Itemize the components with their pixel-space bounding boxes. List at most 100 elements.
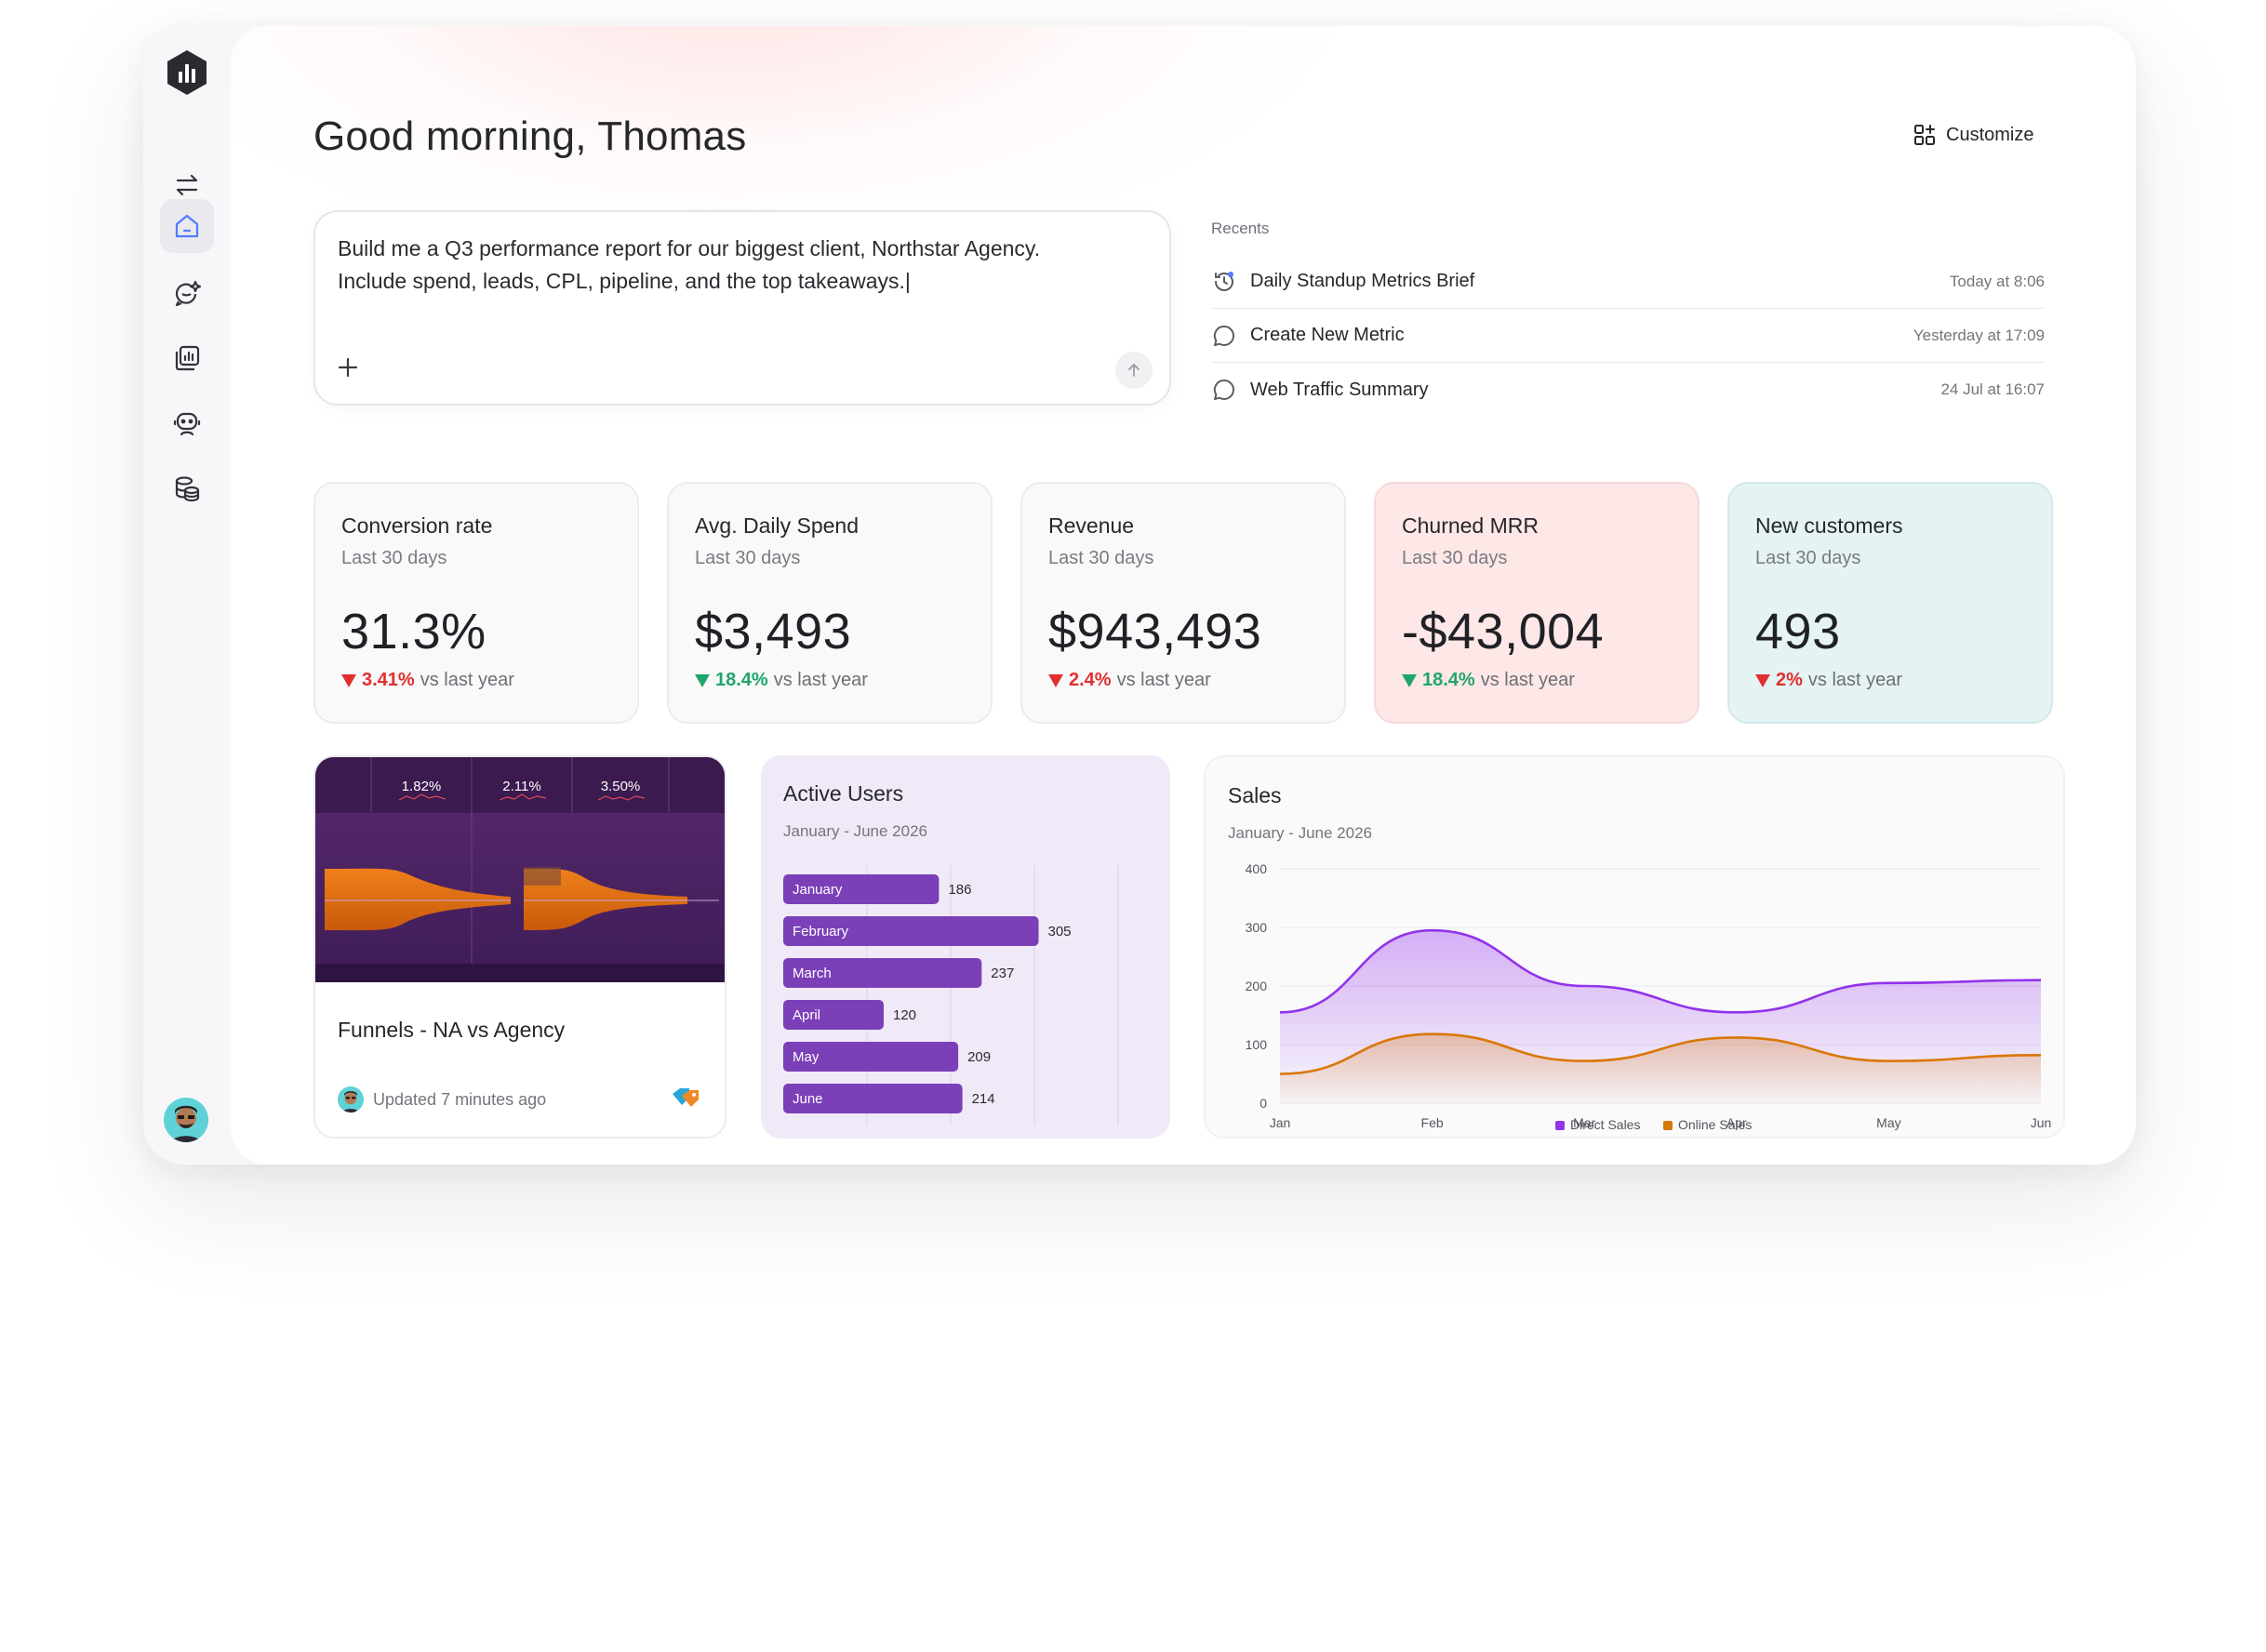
customize-label: Customize (1946, 124, 2034, 145)
bar-value-label: 209 (967, 1049, 991, 1065)
legend-swatch (1555, 1121, 1565, 1130)
trend-down-icon (695, 673, 710, 687)
chart-subtitle: January - June 2026 (1228, 824, 1372, 842)
thumb-stat: 3.50% (601, 779, 641, 794)
x-tick-label: Apr (1726, 1115, 1747, 1130)
history-icon (1215, 271, 1233, 291)
bar[interactable] (783, 916, 1039, 946)
main-content: Good morning, Thomas Customize Build me … (231, 26, 2136, 1165)
kpi-value: $3,493 (695, 604, 852, 659)
page-title: Good morning, Thomas (313, 113, 747, 159)
recents-title: Recents (1211, 220, 1270, 237)
sales-chart: 0 100 200 300 400 Jan Feb Mar Apr May Jun Direct Sa… (1246, 861, 2052, 1132)
chat-bubble-icon (1213, 325, 1234, 346)
kpi-period: Last 30 days (1755, 548, 1861, 568)
x-tick-label: Jun (2031, 1115, 2052, 1130)
tags-icon[interactable] (671, 1086, 702, 1111)
kpi-title: New customers (1755, 513, 1903, 538)
bar[interactable] (783, 1084, 963, 1113)
prompt-input[interactable]: Build me a Q3 performance report for our… (313, 210, 1171, 406)
bar-category-label: May (793, 1049, 820, 1065)
kpi-delta-value: 2% (1776, 670, 1803, 690)
x-tick-label: Mar (1573, 1115, 1595, 1130)
funnel-card[interactable]: 1.82% 2.11% 3.50% Funnels - NA vs Agency (313, 755, 726, 1139)
bot-icon[interactable] (160, 396, 214, 450)
widgets-add-icon (1914, 125, 1935, 145)
kpi-delta: 18.4% vs last year (695, 670, 965, 691)
y-tick-label: 0 (1260, 1096, 1267, 1111)
sales-card[interactable]: Sales January - June 2026 0 100 200 300 400 J… (1204, 755, 2065, 1139)
bar-category-label: April (793, 1007, 820, 1023)
kpi-value: 493 (1755, 604, 1841, 659)
dashboards-icon[interactable] (160, 331, 214, 385)
bar-value-label: 237 (991, 966, 1014, 981)
kpi-card-avg-daily-spend[interactable]: Avg. Daily Spend Last 30 days $3,493 18.… (667, 482, 993, 724)
bar-value-label: 120 (893, 1007, 916, 1023)
bar[interactable] (783, 958, 982, 988)
send-button[interactable] (1115, 352, 1153, 389)
recent-label: Web Traffic Summary (1250, 379, 1429, 400)
y-tick-label: 200 (1246, 979, 1268, 993)
recent-label: Create New Metric (1250, 325, 1405, 345)
kpi-delta-value: 2.4% (1069, 670, 1112, 690)
home-icon[interactable] (160, 199, 214, 253)
database-icon[interactable] (160, 461, 214, 515)
kpi-card-new-customers[interactable]: New customers Last 30 days 493 2% vs last… (1727, 482, 2053, 724)
arrow-up-icon (1128, 364, 1140, 377)
kpi-title: Avg. Daily Spend (695, 513, 860, 538)
trend-down-icon (1755, 673, 1770, 687)
chart-title: Active Users (783, 781, 904, 806)
kpi-title: Churned MRR (1402, 513, 1539, 538)
thumb-stat: 2.11% (502, 779, 540, 794)
y-tick-label: 300 (1246, 920, 1268, 935)
kpi-delta-suffix: vs last year (1480, 670, 1575, 690)
series-area (1280, 1033, 2041, 1103)
bar-category-label: January (793, 882, 843, 898)
active-users-chart: January 186 February 305 March 237 April 120 May… (783, 865, 1119, 1126)
logo-icon[interactable] (166, 48, 208, 97)
kpi-value: -$43,004 (1402, 604, 1605, 659)
x-tick-label: May (1876, 1115, 1900, 1130)
plus-icon (338, 357, 358, 378)
bar[interactable] (783, 1042, 959, 1072)
funnel-thumbnail: 1.82% 2.11% 3.50% (315, 757, 725, 982)
sidebar (143, 26, 231, 1165)
funnel-updated: Updated 7 minutes ago (338, 1086, 546, 1112)
user-avatar[interactable] (164, 1098, 208, 1142)
bar[interactable] (783, 874, 940, 904)
bar-value-label: 214 (972, 1091, 995, 1107)
recent-time: Yesterday at 17:09 (1913, 326, 2045, 344)
recent-time: Today at 8:06 (1949, 272, 2045, 290)
recent-time: 24 Jul at 16:07 (1940, 380, 2045, 398)
active-users-card[interactable]: Active Users January - June 2026 January… (761, 755, 1170, 1139)
trend-down-icon (341, 673, 356, 687)
kpi-card-revenue[interactable]: Revenue Last 30 days $943,493 2.4% vs las… (1020, 482, 1346, 724)
series-line[interactable] (1279, 928, 2042, 1014)
kpi-delta: 2.4% vs last year (1048, 670, 1318, 691)
updated-label: Updated 7 minutes ago (373, 1089, 547, 1109)
x-tick-label: Jan (1270, 1115, 1291, 1130)
x-tick-label: Feb (1421, 1115, 1444, 1130)
recents-panel: Recents Daily Standup Metrics Brief Toda… (1211, 220, 2045, 417)
recent-item[interactable]: Web Traffic Summary 24 Jul at 16:07 (1211, 363, 2045, 417)
bar-value-label: 305 (1048, 924, 1072, 939)
legend-swatch (1663, 1121, 1673, 1130)
kpi-value: $943,493 (1048, 604, 1262, 659)
kpi-delta-suffix: vs last year (1807, 670, 1903, 690)
legend-label: Direct Sales (1570, 1117, 1640, 1132)
kpi-card-churned-mrr[interactable]: Churned MRR Last 30 days -$43,004 18.4% v… (1374, 482, 1700, 724)
chart-subtitle: January - June 2026 (783, 822, 927, 840)
series-line[interactable] (1279, 1032, 2042, 1075)
recent-item[interactable]: Create New Metric Yesterday at 17:09 (1211, 309, 2045, 363)
customize-button[interactable]: Customize (1913, 123, 2033, 147)
bar[interactable] (783, 1000, 884, 1030)
swap-icon[interactable] (160, 158, 214, 212)
kpi-card-conversion-rate[interactable]: Conversion rate Last 30 days 31.3% 3.41%… (313, 482, 639, 724)
prompt-text[interactable]: Build me a Q3 performance report for our… (338, 236, 1041, 293)
ai-chat-icon[interactable] (160, 266, 214, 320)
kpi-period: Last 30 days (695, 548, 801, 568)
recent-item[interactable]: Daily Standup Metrics Brief Today at 8:0… (1211, 255, 2045, 309)
kpi-delta-value: 18.4% (1422, 670, 1475, 690)
trend-down-icon (1048, 673, 1063, 687)
add-attachment-button[interactable] (338, 352, 358, 383)
